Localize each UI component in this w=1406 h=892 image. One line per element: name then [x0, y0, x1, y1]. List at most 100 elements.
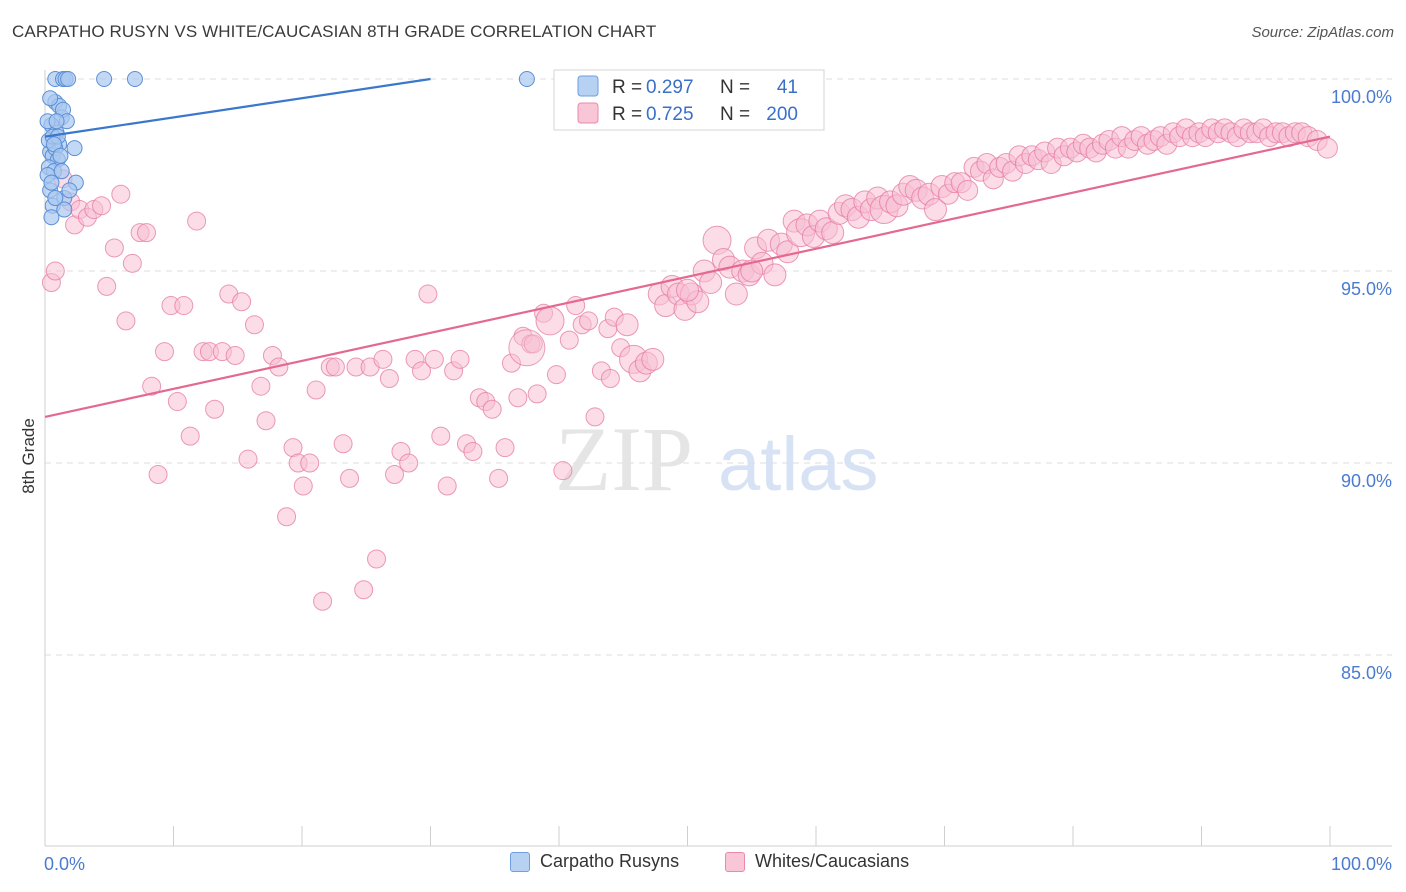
- x-tick-label-min: 0.0%: [44, 854, 85, 874]
- point-whites-caucasians: [585, 407, 605, 427]
- point-whites-caucasians: [641, 347, 665, 371]
- point-whites-caucasians: [238, 449, 258, 469]
- watermark-atlas: atlas: [718, 422, 879, 507]
- legend-swatch-pink: [577, 102, 599, 124]
- point-whites-caucasians: [116, 311, 136, 331]
- point-whites-caucasians: [399, 453, 419, 473]
- point-whites-caucasians: [412, 361, 432, 381]
- point-carpatho-rusyns: [42, 90, 59, 107]
- legend-n-label-blue: N =: [720, 77, 750, 98]
- point-carpatho-rusyns: [43, 209, 60, 226]
- point-whites-caucasians: [424, 349, 444, 369]
- point-whites-caucasians: [615, 313, 639, 337]
- point-whites-caucasians: [821, 221, 845, 245]
- point-whites-caucasians: [508, 388, 528, 408]
- point-whites-caucasians: [535, 306, 565, 336]
- point-carpatho-rusyns: [56, 201, 73, 218]
- watermark: ZIP atlas: [555, 408, 879, 510]
- point-whites-caucasians: [418, 284, 438, 304]
- point-whites-caucasians: [600, 369, 620, 389]
- source-label: Source: ZipAtlas.com: [1251, 24, 1394, 41]
- point-whites-caucasians: [137, 223, 157, 243]
- point-whites-caucasians: [482, 399, 502, 419]
- point-whites-caucasians: [527, 384, 547, 404]
- point-whites-caucasians: [111, 184, 131, 204]
- legend-n-label-pink: N =: [720, 104, 750, 125]
- point-carpatho-rusyns: [61, 182, 78, 199]
- point-whites-caucasians: [450, 349, 470, 369]
- point-whites-caucasians: [104, 238, 124, 258]
- y-tick-label: 95.0%: [1341, 279, 1392, 299]
- point-whites-caucasians: [325, 357, 345, 377]
- legend-r-label-pink: R =: [612, 104, 642, 125]
- point-carpatho-rusyns: [60, 71, 77, 87]
- point-whites-caucasians: [293, 476, 313, 496]
- point-whites-caucasians: [924, 198, 948, 222]
- point-whites-caucasians: [167, 392, 187, 412]
- chart-title: CARPATHO RUSYN VS WHITE/CAUCASIAN 8TH GR…: [12, 22, 657, 41]
- legend-swatch-carpatho-rusyns: [510, 851, 530, 872]
- point-whites-caucasians: [232, 292, 252, 312]
- point-whites-caucasians: [957, 179, 979, 201]
- point-whites-caucasians: [367, 549, 387, 569]
- legend-n-value-pink: 200: [766, 104, 798, 125]
- legend-r-value-pink: 0.725: [646, 104, 694, 125]
- point-whites-caucasians: [763, 263, 787, 287]
- point-whites-caucasians: [225, 345, 245, 365]
- series-whites-caucasians: [41, 118, 1338, 611]
- point-whites-caucasians: [142, 376, 162, 396]
- point-whites-caucasians: [277, 507, 297, 527]
- point-whites-caucasians: [523, 334, 543, 354]
- trend-line-carpatho-rusyns: [44, 77, 431, 138]
- legend-r-label-blue: R =: [612, 77, 642, 98]
- series-carpatho-rusyns: [39, 71, 535, 226]
- point-whites-caucasians: [553, 461, 573, 481]
- bottom-legend: Carpatho Rusyns Whites/Caucasians: [0, 851, 1406, 879]
- stats-legend: R = 0.297 N = 41 R = 0.725 N = 200: [553, 69, 825, 131]
- point-carpatho-rusyns: [47, 190, 64, 207]
- point-whites-caucasians: [724, 282, 748, 306]
- point-whites-caucasians: [354, 580, 374, 600]
- y-tick-label: 100.0%: [1331, 87, 1392, 107]
- point-whites-caucasians: [379, 369, 399, 389]
- point-carpatho-rusyns: [53, 163, 70, 180]
- point-whites-caucasians: [740, 259, 764, 283]
- legend-r-value-blue: 0.297: [646, 77, 694, 98]
- point-whites-caucasians: [97, 276, 117, 296]
- y-tick-label: 85.0%: [1341, 663, 1392, 683]
- trend-line-whites-caucasians: [44, 135, 1331, 418]
- point-whites-caucasians: [437, 476, 457, 496]
- point-whites-caucasians: [559, 330, 579, 350]
- point-carpatho-rusyns: [518, 71, 535, 87]
- point-whites-caucasians: [385, 465, 405, 485]
- y-axis-label: 8th Grade: [19, 418, 38, 494]
- point-carpatho-rusyns: [43, 174, 60, 191]
- point-whites-caucasians: [373, 349, 393, 369]
- legend-swatch-whites-caucasians: [725, 851, 745, 872]
- point-whites-caucasians: [45, 261, 65, 281]
- point-whites-caucasians: [300, 453, 320, 473]
- point-whites-caucasians: [489, 468, 509, 488]
- legend-label-whites-caucasians: Whites/Caucasians: [755, 851, 910, 871]
- axes: [44, 70, 1392, 847]
- point-whites-caucasians: [256, 411, 276, 431]
- point-whites-caucasians: [122, 253, 142, 273]
- point-whites-caucasians: [155, 342, 175, 362]
- point-whites-caucasians: [495, 438, 515, 458]
- point-whites-caucasians: [699, 271, 723, 295]
- point-carpatho-rusyns: [48, 113, 65, 130]
- point-whites-caucasians: [174, 296, 194, 316]
- grid: [45, 78, 1392, 656]
- point-whites-caucasians: [340, 468, 360, 488]
- point-whites-caucasians: [244, 315, 264, 335]
- x-tick-label-max: 100.0%: [1331, 854, 1392, 874]
- legend-item-whites-caucasians[interactable]: Whites/Caucasians: [725, 851, 909, 872]
- legend-item-carpatho-rusyns[interactable]: Carpatho Rusyns: [510, 851, 679, 872]
- legend-n-value-blue: 41: [777, 77, 798, 98]
- y-tick-label: 90.0%: [1341, 471, 1392, 491]
- legend-swatch-blue: [577, 75, 599, 97]
- point-carpatho-rusyns: [66, 140, 83, 157]
- point-whites-caucasians: [187, 211, 207, 231]
- point-whites-caucasians: [251, 376, 271, 396]
